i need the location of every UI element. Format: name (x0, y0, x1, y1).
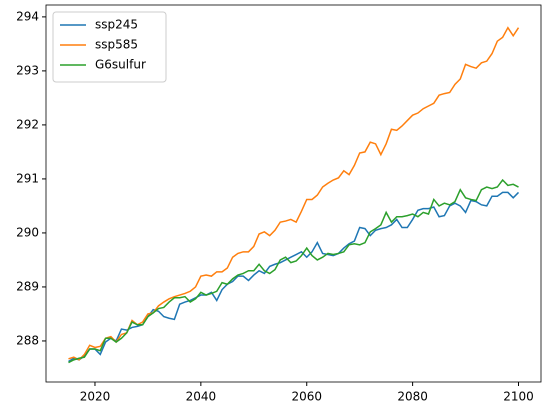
legend-label: ssp585 (95, 38, 138, 52)
x-tick-label: 2080 (397, 390, 428, 404)
y-tick-label: 292 (16, 117, 39, 131)
y-tick-label: 289 (16, 279, 39, 293)
line-series (68, 178, 519, 364)
axes-frame (45, 4, 542, 383)
y-tick-label: 294 (16, 9, 39, 23)
line-series (68, 191, 520, 363)
legend-label: G6sulfur (95, 58, 146, 72)
y-tick-label: 291 (16, 171, 39, 185)
legend-label: ssp245 (95, 18, 138, 32)
line-series (68, 26, 520, 361)
x-tick-label: 2060 (291, 390, 322, 404)
x-tick-label: 2100 (503, 390, 534, 404)
y-tick-label: 293 (16, 63, 39, 77)
x-tick-label: 2040 (186, 390, 217, 404)
y-tick-label: 288 (16, 333, 39, 347)
x-tick-label: 2020 (80, 390, 111, 404)
y-tick-label: 290 (16, 225, 39, 239)
